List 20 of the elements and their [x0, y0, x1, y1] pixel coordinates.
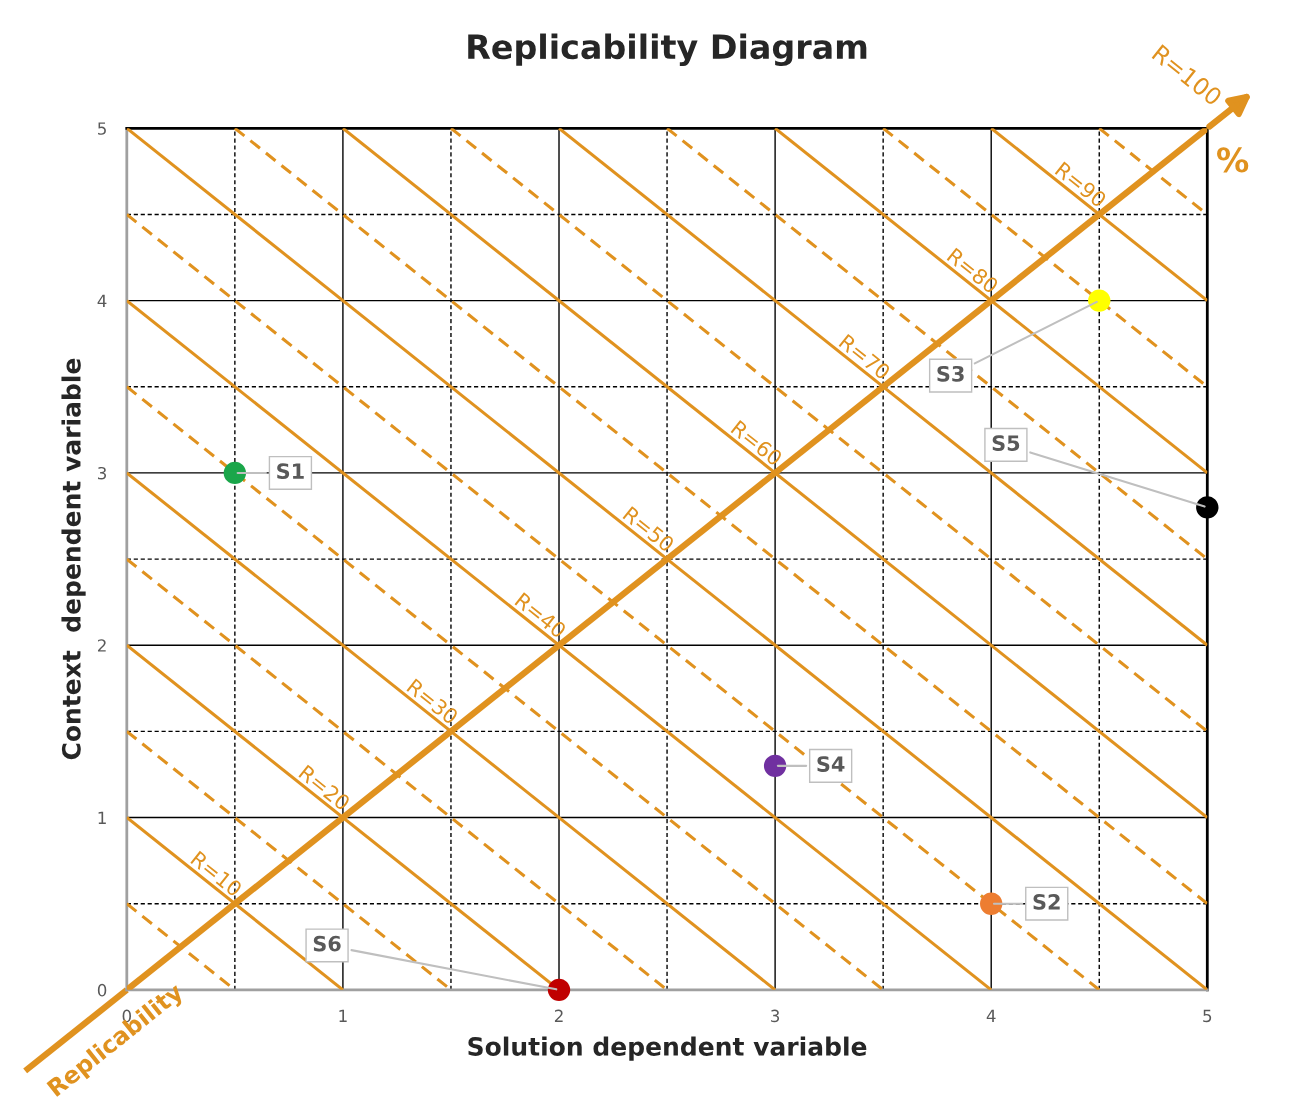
y-tick-label: 2: [97, 639, 106, 652]
y-tick-label: 3: [98, 466, 107, 480]
series-label: S2: [1033, 894, 1060, 910]
x-tick-label: 4: [986, 1009, 996, 1022]
x-tick-label: 2: [554, 1009, 563, 1022]
x-tick-label: 5: [1203, 1009, 1212, 1023]
text: S5: [992, 435, 1020, 451]
y-tick-label: 4: [97, 294, 107, 307]
text: S3: [937, 365, 964, 382]
text: S6: [313, 935, 341, 952]
x-tick-label: 1: [339, 1009, 347, 1022]
series-label: S1: [277, 463, 304, 479]
text: %: [1217, 147, 1249, 173]
x-tick-label: 3: [771, 1009, 780, 1023]
y-axis-title: Context dependent variable: [61, 358, 86, 760]
chart-title: Replicability Diagram: [468, 33, 867, 67]
y-tick-label: 1: [98, 811, 106, 824]
series-label: S4: [817, 756, 845, 772]
y-tick-label: 5: [98, 122, 106, 135]
x-axis-title: Solution dependent variable: [468, 1036, 867, 1061]
